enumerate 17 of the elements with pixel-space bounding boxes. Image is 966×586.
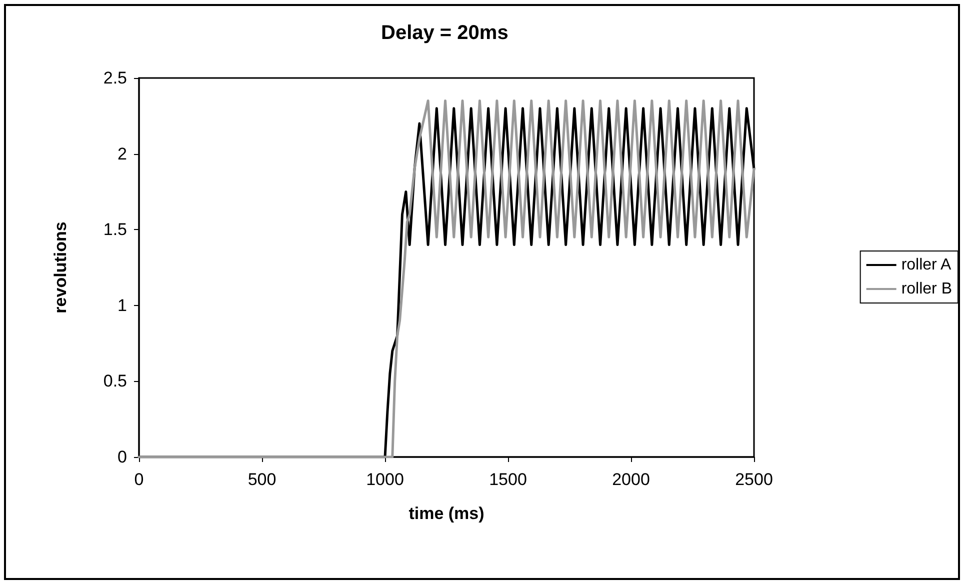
- x-tick-label: 2500: [735, 470, 773, 489]
- legend-label: roller B: [901, 280, 952, 298]
- x-axis-title: time (ms): [408, 504, 484, 523]
- x-tick-label: 0: [134, 470, 144, 489]
- y-axis-title: revolutions: [51, 222, 70, 314]
- x-tick-label: 2000: [612, 470, 650, 489]
- y-tick-label: 0: [118, 448, 127, 466]
- y-tick-label: 2.5: [103, 68, 127, 88]
- x-tick-label: 1500: [489, 470, 527, 489]
- y-tick-label: 1.5: [103, 220, 127, 240]
- legend-label: roller A: [901, 256, 952, 274]
- y-tick-label: 1: [118, 296, 127, 315]
- x-tick-label: 500: [248, 470, 276, 489]
- y-tick-label: 0.5: [103, 372, 127, 391]
- x-tick-label: 1000: [366, 470, 404, 489]
- y-tick-label: 2: [118, 144, 127, 164]
- chart-title: Delay = 20ms: [381, 22, 508, 44]
